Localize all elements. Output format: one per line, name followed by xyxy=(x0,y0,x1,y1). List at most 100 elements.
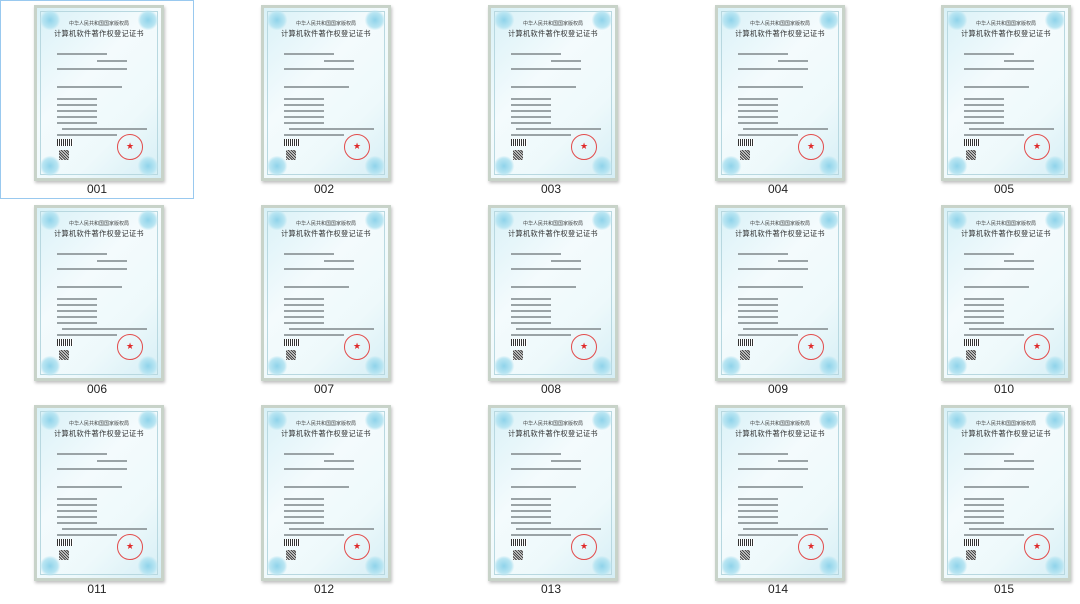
certificate-text-line xyxy=(964,322,1004,324)
certificate-text-line xyxy=(738,316,778,318)
certificate-text-line xyxy=(284,310,324,312)
qr-code-icon xyxy=(740,350,750,360)
ornament xyxy=(39,556,61,576)
file-name: 001 xyxy=(86,182,108,196)
certificate-text-line xyxy=(511,268,581,270)
certificate-text-line xyxy=(964,116,1004,118)
certificate-title: 计算机软件著作权登记证书 xyxy=(508,229,598,238)
certificate-title: 计算机软件著作权登记证书 xyxy=(281,229,371,238)
certificate-text-line xyxy=(97,60,127,62)
certificate-text-line xyxy=(964,516,1004,518)
certificate-text-line xyxy=(738,110,778,112)
barcode-icon xyxy=(511,339,527,346)
certificate-text-line xyxy=(964,253,1014,255)
star-seal-icon: ★ xyxy=(571,134,597,160)
file-name: 011 xyxy=(87,582,107,596)
ornament xyxy=(364,356,386,376)
file-item[interactable]: 中华人民共和国国家版权局 计算机软件著作权登记证书 ★ 007 xyxy=(227,200,421,399)
certificate-text-line xyxy=(743,328,828,330)
file-item[interactable]: 中华人民共和国国家版权局 计算机软件著作权登记证书 ★ 006 xyxy=(0,200,194,399)
certificate-text-line xyxy=(1004,260,1034,262)
file-item[interactable]: 中华人民共和国国家版权局 计算机软件著作权登记证书 ★ 003 xyxy=(454,0,648,199)
file-item[interactable]: 中华人民共和国国家版权局 计算机软件著作权登记证书 ★ 012 xyxy=(227,400,421,599)
certificate-text-line xyxy=(289,328,374,330)
certificate-text-line xyxy=(284,468,354,470)
file-item[interactable]: 中华人民共和国国家版权局 计算机软件著作权登记证书 ★ 002 xyxy=(227,0,421,199)
qr-code-icon xyxy=(59,550,69,560)
certificate-text-line xyxy=(284,134,344,136)
certificate-text-line xyxy=(284,453,334,455)
certificate-text-line xyxy=(284,116,324,118)
certificate-text-line xyxy=(57,486,122,488)
certificate-text-line xyxy=(57,286,122,288)
certificate-text-line xyxy=(738,98,778,100)
ornament xyxy=(818,10,840,30)
certificate-text-line xyxy=(964,53,1014,55)
file-item[interactable]: 中华人民共和国国家版权局 计算机软件著作权登记证书 ★ 011 xyxy=(0,400,194,599)
certificate-text-line xyxy=(284,486,349,488)
ornament xyxy=(137,410,159,430)
certificate-text-line xyxy=(511,453,561,455)
certificate-text-line xyxy=(738,322,778,324)
certificate-text-line xyxy=(57,310,97,312)
file-item[interactable]: 中华人民共和国国家版权局 计算机软件著作权登记证书 ★ 014 xyxy=(681,400,875,599)
certificate-text-line xyxy=(964,468,1034,470)
qr-code-icon xyxy=(966,150,976,160)
certificate-text-line xyxy=(964,298,1004,300)
file-item[interactable]: 中华人民共和国国家版权局 计算机软件著作权登记证书 ★ 013 xyxy=(454,400,648,599)
file-name: 009 xyxy=(767,382,789,396)
certificate-text-line xyxy=(324,460,354,462)
certificate-thumbnail: 中华人民共和国国家版权局 计算机软件著作权登记证书 ★ xyxy=(261,205,391,381)
file-name: 005 xyxy=(993,182,1015,196)
certificate-text-line xyxy=(511,498,551,500)
certificate-title: 计算机软件著作权登记证书 xyxy=(508,429,598,438)
certificate-text-line xyxy=(57,522,97,524)
file-item[interactable]: 中华人民共和国国家版权局 计算机软件著作权登记证书 ★ 001 xyxy=(0,0,194,199)
certificate-text-line xyxy=(57,134,117,136)
certificate-text-line xyxy=(57,534,117,536)
certificate-text-line xyxy=(964,104,1004,106)
ornament xyxy=(266,210,288,230)
certificate-text-line xyxy=(964,504,1004,506)
certificate-text-line xyxy=(284,504,324,506)
ornament xyxy=(1044,556,1066,576)
certificate-text-line xyxy=(738,122,778,124)
ornament xyxy=(720,556,742,576)
certificate-text-line xyxy=(738,286,803,288)
certificate-text-line xyxy=(738,510,778,512)
ornament xyxy=(720,410,742,430)
certificate-thumbnail: 中华人民共和国国家版权局 计算机软件著作权登记证书 ★ xyxy=(488,5,618,181)
file-item[interactable]: 中华人民共和国国家版权局 计算机软件著作权登记证书 ★ 009 xyxy=(681,200,875,399)
certificate-text-line xyxy=(284,316,324,318)
ornament xyxy=(720,356,742,376)
certificate-text-line xyxy=(511,286,576,288)
qr-code-icon xyxy=(286,350,296,360)
ornament xyxy=(493,410,515,430)
certificate-text-line xyxy=(97,460,127,462)
certificate-text-line xyxy=(57,453,107,455)
certificate-thumbnail: 中华人民共和国国家版权局 计算机软件著作权登记证书 ★ xyxy=(34,205,164,381)
file-item[interactable]: 中华人民共和国国家版权局 计算机软件著作权登记证书 ★ 005 xyxy=(907,0,1080,199)
file-item[interactable]: 中华人民共和国国家版权局 计算机软件著作权登记证书 ★ 010 xyxy=(907,200,1080,399)
certificate-text-line xyxy=(324,60,354,62)
certificate-text-line xyxy=(964,304,1004,306)
file-item[interactable]: 中华人民共和国国家版权局 计算机软件著作权登记证书 ★ 015 xyxy=(907,400,1080,599)
ornament xyxy=(493,10,515,30)
ornament xyxy=(493,556,515,576)
star-seal-icon: ★ xyxy=(344,334,370,360)
certificate-text-line xyxy=(738,134,798,136)
file-name: 004 xyxy=(767,182,789,196)
certificate-text-line xyxy=(516,528,601,530)
certificate-text-line xyxy=(57,268,127,270)
file-item[interactable]: 中华人民共和国国家版权局 计算机软件著作权登记证书 ★ 004 xyxy=(681,0,875,199)
ornament xyxy=(137,556,159,576)
certificate-text-line xyxy=(738,298,778,300)
ornament xyxy=(39,10,61,30)
certificate-text-line xyxy=(511,134,571,136)
certificate-text-line xyxy=(57,334,117,336)
ornament xyxy=(493,210,515,230)
certificate-title: 计算机软件著作权登记证书 xyxy=(54,229,144,238)
file-item[interactable]: 中华人民共和国国家版权局 计算机软件著作权登记证书 ★ 008 xyxy=(454,200,648,399)
certificate-text-line xyxy=(964,486,1029,488)
qr-code-icon xyxy=(740,550,750,560)
